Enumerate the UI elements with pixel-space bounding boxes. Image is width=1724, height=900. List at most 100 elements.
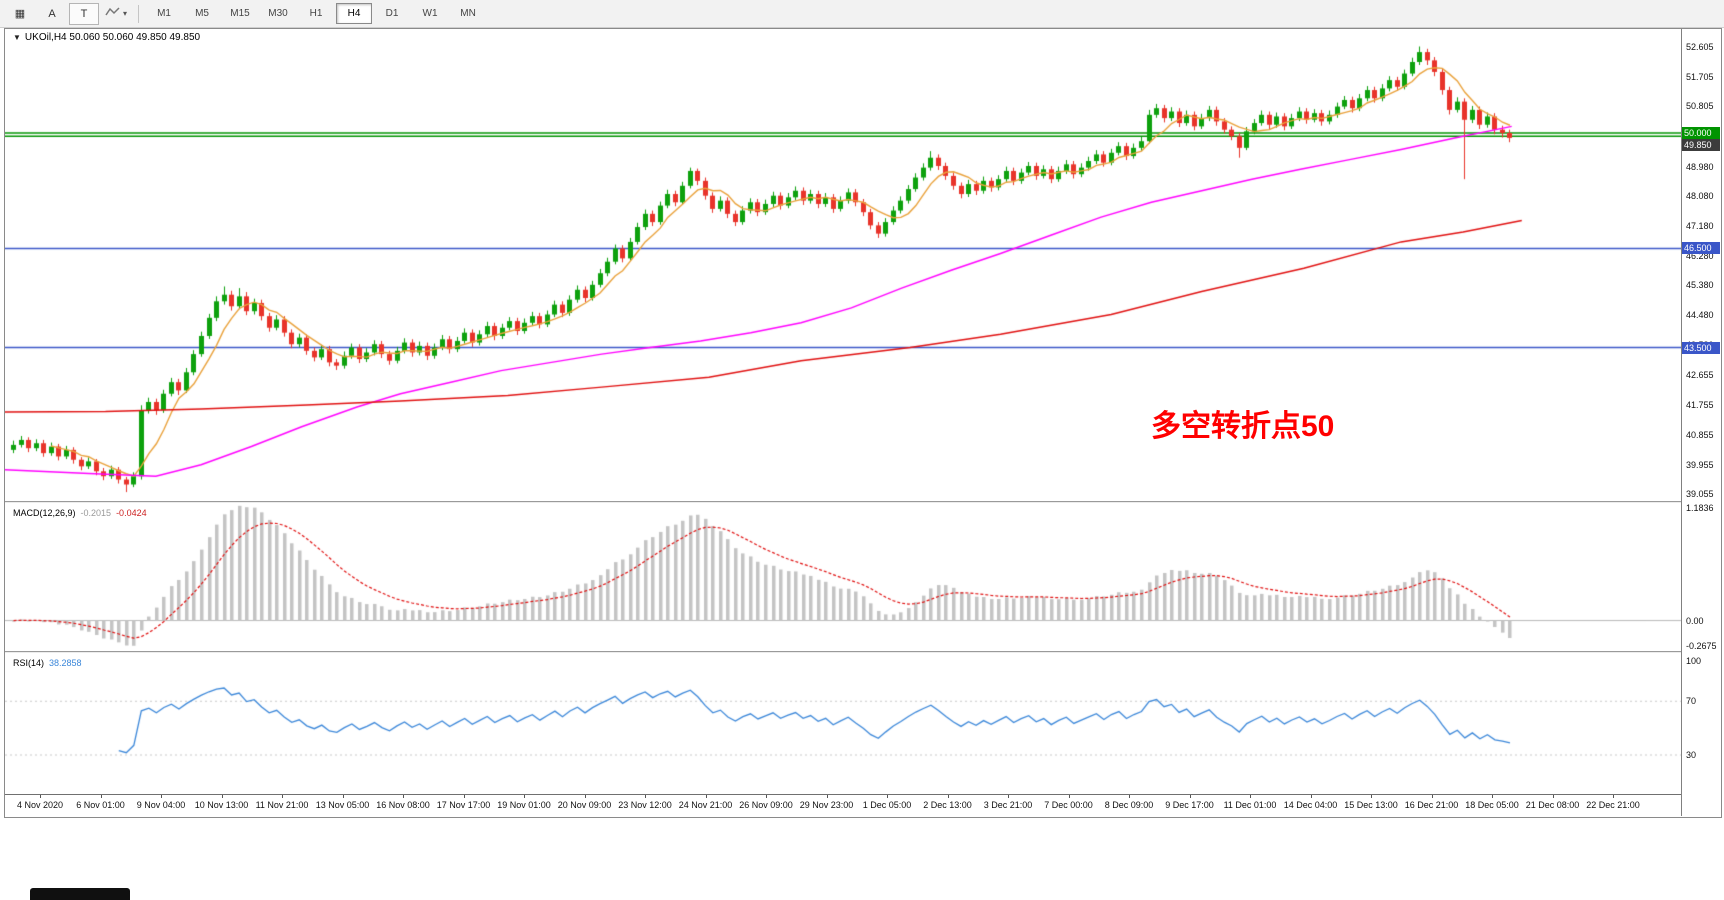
- time-axis-label: 24 Nov 21:00: [678, 800, 733, 810]
- price-axis-label: 48.980: [1686, 161, 1714, 172]
- time-axis-label: 26 Nov 09:00: [739, 800, 793, 810]
- line-studies-button[interactable]: ▾: [101, 2, 132, 25]
- time-axis-label: 11 Nov 21:00: [255, 800, 309, 810]
- price-axis-label: 44.480: [1686, 310, 1714, 321]
- macd-label: MACD(12,26,9) -0.2015 -0.0424: [13, 508, 147, 518]
- symbol-legend: ▼ UKOil,H4 50.060 50.060 49.850 49.850: [13, 32, 200, 43]
- rsi-value: 38.2858: [49, 658, 82, 668]
- timeframe-button-m1[interactable]: M1: [157, 8, 171, 19]
- time-axis-tick: [342, 795, 344, 798]
- time-axis-label: 2 Dec 13:00: [923, 800, 972, 810]
- time-axis-tick: [645, 795, 646, 798]
- time-axis-tick: [403, 795, 404, 798]
- polyline-icon: [105, 6, 121, 21]
- grid-icon: ▦: [14, 8, 26, 20]
- price-pane: ▼ UKOil,H4 50.060 50.060 49.850 49.850 多空…: [5, 29, 1681, 501]
- rsi-indicator-canvas[interactable]: [5, 653, 1681, 794]
- macd-axis-label: 0.00: [1686, 615, 1704, 626]
- time-axis-tick: [1492, 795, 1493, 798]
- time-axis-tick: [1008, 795, 1009, 798]
- price-axis-label: 42.655: [1686, 370, 1714, 381]
- time-axis-label: 3 Dec 21:00: [983, 800, 1033, 810]
- time-axis-label: 8 Dec 09:00: [1104, 800, 1154, 810]
- time-axis-label: 15 Dec 13:00: [1344, 800, 1398, 810]
- time-axis-tick: [221, 795, 223, 798]
- price-axis-label: 51.705: [1686, 71, 1714, 82]
- timeframe-button-mn[interactable]: MN: [460, 8, 476, 19]
- price-chart-canvas[interactable]: [5, 29, 1681, 501]
- time-axis-label: 29 Nov 23:00: [799, 800, 854, 810]
- time-axis-label: 16 Nov 08:00: [376, 800, 430, 810]
- toolbar: ▦ A T ▾ M1 M5 M15 M30 H1 H4 D1 W1 MN: [0, 0, 1724, 28]
- price-axis-label: 41.755: [1686, 400, 1714, 411]
- time-axis-label: 16 Dec 21:00: [1404, 800, 1459, 810]
- timeframe-button-h4[interactable]: H4: [336, 3, 373, 24]
- time-axis[interactable]: 4 Nov 2020 6 Nov 01:00 9 Nov 04:00 10 Nov 1…: [5, 794, 1681, 817]
- timeframe-button-m15[interactable]: M15: [230, 8, 250, 19]
- time-axis-tick: [947, 795, 949, 798]
- time-axis-label: 17 Nov 17:00: [436, 800, 491, 810]
- time-axis-label: 14 Dec 04:00: [1283, 800, 1338, 810]
- price-axis-label: 46.280: [1686, 250, 1714, 261]
- time-axis-tick: [705, 795, 707, 798]
- hline-price-badge: 46.500: [1682, 242, 1720, 255]
- macd-main-value: -0.2015: [80, 508, 112, 518]
- time-axis-tick: [1431, 795, 1433, 798]
- time-axis-tick: [766, 795, 767, 798]
- pane-splitter[interactable]: [5, 651, 1721, 653]
- time-axis-label: 7 Dec 00:00: [1044, 800, 1093, 810]
- timeframe-button-d1[interactable]: D1: [385, 8, 399, 19]
- time-axis-tick: [584, 795, 586, 798]
- hline-price-badge: 43.500: [1682, 341, 1720, 354]
- time-axis-label: 6 Nov 01:00: [76, 800, 125, 810]
- price-axis-label: 50.805: [1686, 101, 1714, 112]
- price-axis-label: 39.055: [1686, 489, 1714, 500]
- time-axis-tick: [463, 795, 465, 798]
- time-axis-label: 23 Nov 12:00: [618, 800, 672, 810]
- time-axis-tick: [1310, 795, 1312, 798]
- cursor-tool-button[interactable]: A: [37, 2, 67, 25]
- time-axis-tick: [1552, 795, 1554, 798]
- rsi-pane: [5, 653, 1681, 794]
- macd-axis-label: -0.2675: [1686, 641, 1717, 651]
- time-axis-tick: [1250, 795, 1251, 798]
- text-tool-button[interactable]: T: [69, 2, 99, 25]
- timeframe-button-h1[interactable]: H1: [309, 8, 323, 19]
- chart-list-button[interactable]: ▦: [5, 2, 35, 25]
- legend-ohlc-values: 50.060 50.060 49.850 49.850: [69, 32, 201, 43]
- letter-t-icon: T: [80, 7, 88, 20]
- rsi-axis-label: 70: [1686, 696, 1697, 707]
- time-axis-label: 11 Dec 01:00: [1223, 800, 1277, 810]
- rsi-axis-label: 30: [1686, 750, 1697, 760]
- time-axis-label: 1 Dec 05:00: [862, 800, 912, 810]
- time-axis-label: 9 Nov 04:00: [136, 800, 186, 810]
- timeframe-button-w1[interactable]: W1: [422, 8, 438, 19]
- time-axis-tick: [161, 795, 162, 798]
- current-price-badge: 49.850: [1682, 138, 1720, 151]
- price-axis[interactable]: 52.60551.70550.80549.90548.98048.08047.1…: [1681, 29, 1721, 816]
- timeframe-button-m30[interactable]: M30: [268, 8, 288, 19]
- time-axis-tick: [40, 795, 41, 798]
- time-axis-tick: [100, 795, 102, 798]
- time-axis-label: 22 Dec 21:00: [1586, 800, 1640, 810]
- time-axis-label: 18 Dec 05:00: [1465, 800, 1519, 810]
- macd-axis-label: 1.1836: [1686, 503, 1714, 513]
- time-axis-label: 19 Nov 01:00: [497, 800, 551, 810]
- timeframe-button-m5[interactable]: M5: [195, 8, 209, 19]
- time-axis-tick: [1613, 795, 1614, 798]
- time-axis-tick: [1068, 795, 1070, 798]
- macd-indicator-canvas[interactable]: [5, 503, 1681, 651]
- macd-signal-value: -0.0424: [116, 508, 147, 518]
- pane-splitter[interactable]: [5, 501, 1721, 503]
- time-axis-label: 9 Dec 17:00: [1165, 800, 1214, 810]
- timeframe-group: M1 M5 M15 M30 H1 H4 D1 W1 MN: [145, 3, 487, 24]
- time-axis-tick: [282, 795, 283, 798]
- price-axis-label: 45.380: [1686, 280, 1714, 291]
- collapse-arrow-icon[interactable]: ▼: [13, 33, 21, 42]
- chart-annotation-text[interactable]: 多空转折点50: [1151, 410, 1335, 443]
- time-axis-tick: [887, 795, 888, 798]
- price-axis-label: 39.955: [1686, 459, 1714, 470]
- time-axis-label: 10 Nov 13:00: [194, 800, 249, 810]
- price-axis-label: 40.855: [1686, 429, 1714, 440]
- time-axis-label: 4 Nov 2020: [16, 800, 64, 810]
